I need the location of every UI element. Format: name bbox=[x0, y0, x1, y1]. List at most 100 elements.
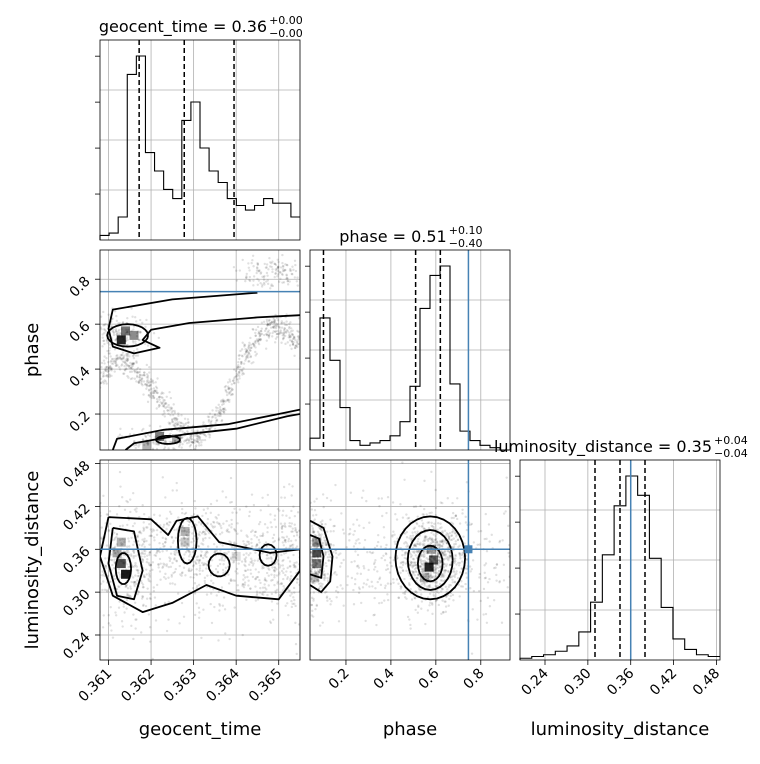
sample-point bbox=[154, 604, 157, 607]
sample-point bbox=[507, 551, 510, 555]
sample-point bbox=[262, 320, 266, 324]
sample-point bbox=[163, 412, 166, 415]
sample-point bbox=[134, 574, 137, 577]
sample-point bbox=[198, 564, 202, 567]
sample-point bbox=[424, 550, 427, 553]
sample-point bbox=[293, 336, 296, 340]
panel-background bbox=[100, 460, 300, 660]
sample-point bbox=[272, 540, 275, 544]
sample-point bbox=[132, 581, 136, 584]
sample-point bbox=[224, 384, 228, 388]
sample-point bbox=[118, 365, 121, 369]
sample-point bbox=[207, 415, 211, 419]
sample-point bbox=[258, 578, 261, 582]
sample-point bbox=[187, 520, 191, 523]
sample-point bbox=[238, 269, 242, 272]
sample-point bbox=[175, 481, 178, 485]
sample-point bbox=[148, 564, 152, 567]
sample-point bbox=[149, 580, 152, 583]
sample-point bbox=[454, 560, 457, 563]
sample-point bbox=[131, 354, 135, 358]
sample-point bbox=[439, 560, 442, 563]
density-cell bbox=[129, 330, 139, 340]
sample-point bbox=[178, 429, 181, 433]
sample-point bbox=[173, 422, 176, 425]
sample-point bbox=[102, 494, 105, 498]
sample-point bbox=[111, 558, 114, 562]
sample-point bbox=[360, 601, 363, 605]
sample-point bbox=[291, 329, 294, 332]
sample-point bbox=[455, 533, 458, 537]
sample-point bbox=[249, 530, 253, 534]
sample-point bbox=[454, 540, 458, 543]
sample-point bbox=[213, 551, 216, 554]
sample-point bbox=[134, 554, 137, 558]
sample-point bbox=[122, 357, 125, 360]
sample-point bbox=[116, 550, 120, 554]
sample-point bbox=[325, 564, 328, 568]
sample-point bbox=[290, 592, 293, 595]
contour-level-outer bbox=[394, 515, 466, 601]
sample-point bbox=[285, 320, 288, 323]
sample-point bbox=[321, 583, 324, 586]
sample-point bbox=[353, 560, 356, 563]
sample-point bbox=[352, 545, 356, 548]
sample-point bbox=[310, 562, 312, 565]
contour-group bbox=[100, 515, 300, 613]
sample-point bbox=[252, 562, 255, 565]
sample-point bbox=[438, 545, 442, 549]
sample-point bbox=[282, 332, 285, 335]
sample-point bbox=[129, 595, 132, 598]
sample-point bbox=[222, 411, 226, 414]
sample-point bbox=[125, 499, 128, 503]
sample-point bbox=[96, 321, 98, 323]
sample-point bbox=[289, 565, 292, 568]
sample-point bbox=[323, 591, 327, 594]
sample-point bbox=[202, 539, 205, 542]
sample-point bbox=[187, 550, 191, 553]
sample-point bbox=[100, 326, 103, 329]
sample-point bbox=[163, 402, 167, 405]
sample-point bbox=[362, 582, 366, 585]
sample-point bbox=[366, 578, 369, 582]
sample-point bbox=[132, 580, 135, 584]
sample-point bbox=[256, 263, 259, 266]
sample-point bbox=[137, 571, 140, 575]
sample-point bbox=[218, 532, 222, 536]
sample-point bbox=[298, 623, 300, 626]
sample-point bbox=[203, 433, 206, 436]
sample-point bbox=[419, 504, 422, 508]
sample-point bbox=[119, 331, 122, 335]
sample-point bbox=[254, 346, 257, 349]
sample-point bbox=[270, 525, 273, 529]
sample-point bbox=[274, 337, 278, 340]
sample-point bbox=[355, 539, 358, 542]
sample-point bbox=[248, 279, 252, 283]
sample-point bbox=[451, 501, 454, 505]
sample-point bbox=[495, 573, 498, 577]
sample-point bbox=[455, 563, 458, 566]
sample-point bbox=[214, 421, 217, 425]
sample-point bbox=[449, 594, 452, 598]
sample-point bbox=[218, 609, 221, 612]
sample-point bbox=[339, 552, 342, 555]
sample-point bbox=[370, 551, 373, 555]
sample-point bbox=[188, 445, 192, 448]
sample-point bbox=[310, 571, 313, 574]
sample-point bbox=[129, 366, 133, 370]
sample-point bbox=[189, 437, 193, 441]
sample-point bbox=[306, 552, 308, 554]
sample-point bbox=[435, 571, 438, 574]
contour-level-mid bbox=[177, 517, 198, 565]
sample-point bbox=[252, 279, 255, 282]
sample-point bbox=[291, 340, 294, 343]
sample-point bbox=[145, 597, 149, 600]
sample-point bbox=[235, 367, 239, 370]
sample-point bbox=[282, 567, 285, 571]
sample-point bbox=[302, 549, 304, 551]
sample-point bbox=[273, 341, 277, 344]
sample-point bbox=[307, 527, 309, 529]
sample-point bbox=[190, 438, 194, 441]
sample-point bbox=[162, 400, 165, 404]
sample-point bbox=[313, 570, 317, 573]
